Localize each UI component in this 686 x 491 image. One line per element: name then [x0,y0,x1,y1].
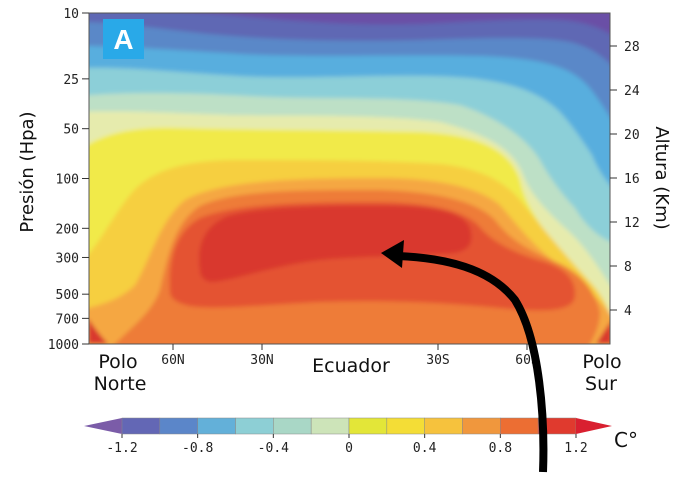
colorbar-segment [121,417,161,435]
colorbar-segment [500,417,539,435]
annotation-arrow [397,252,548,473]
height-tick-label: 24 [624,84,640,99]
height-axis-title: Altura (Km) [651,126,672,229]
x-label-polo-sur-line2: Sur [585,373,617,395]
pressure-tick-label: 300 [56,251,79,266]
colorbar: -1.2 -0.8 -0.4 0 0.4 0.8 1.2 [84,417,612,456]
colorbar-tick-label: 0.8 [489,441,512,456]
colorbar-segment [159,417,198,435]
band-surface-warm-right [596,322,610,344]
pressure-tick-label: 10 [63,7,79,22]
height-tick-label: 28 [624,40,640,55]
colorbar-segment [348,417,388,435]
colorbar-tick-label: 0 [345,441,353,456]
colorbar-segment [462,417,501,435]
height-tick-label: 8 [624,260,632,275]
latitude-tick-label: 30N [250,353,273,368]
pressure-axis: 10 25 50 100 200 300 500 700 1000 [48,7,89,353]
pressure-tick-label: 25 [63,73,79,88]
band-level-1p2 [199,205,472,282]
pressure-tick-label: 200 [56,222,79,237]
colorbar-unit: C° [614,428,638,452]
colorbar-segment [386,417,425,435]
band-level-m1p2 [199,13,610,34]
colorbar-segment [424,417,463,435]
colorbar-segment [273,417,312,435]
colorbar-tick-label: -0.8 [182,441,213,456]
pressure-tick-label: 100 [56,173,79,188]
panel-label: A [113,24,133,55]
pressure-tick-label: 50 [63,123,79,138]
pressure-tick-label: 500 [56,288,79,303]
height-tick-label: 4 [624,304,632,319]
colorbar-tick-label: 1.2 [564,441,587,456]
colorbar-tick-label: -0.4 [258,441,289,456]
latitude-tick-label: 60N [161,353,184,368]
pressure-axis-title: Presión (Hpa) [17,111,38,232]
pressure-tick-label: 1000 [48,338,79,353]
colorbar-tick-label: -1.2 [106,441,137,456]
height-tick-label: 16 [624,172,640,187]
height-tick-label: 20 [624,128,640,143]
heatmap-plot-area [89,13,610,344]
annotation-arrowhead [381,240,404,268]
band-surface-warm-left [89,319,108,344]
x-label-ecuador: Ecuador [312,355,390,377]
latitude-axis: 60N 30N 30S 60S [161,344,539,368]
height-tick-label: 12 [624,216,640,231]
latitude-tick-label: 30S [426,353,449,368]
height-axis: 28 24 20 16 12 8 4 [610,40,640,319]
colorbar-max-arrow [576,418,612,434]
x-label-polo-sur-line1: Polo [582,351,621,373]
band-level-m1p0 [89,13,610,64]
pressure-tick-label: 700 [56,312,79,327]
band-level-m0p8 [89,13,610,118]
colorbar-tick-label: 0.4 [413,441,437,456]
colorbar-segment [197,417,236,435]
colorbar-min-arrow [84,418,122,434]
x-label-polo-norte-line2: Norte [94,373,147,395]
colorbar-segment [310,417,350,435]
x-label-polo-norte-line1: Polo [98,351,137,373]
panel-label-box: A [103,19,144,59]
colorbar-segment [235,417,274,435]
